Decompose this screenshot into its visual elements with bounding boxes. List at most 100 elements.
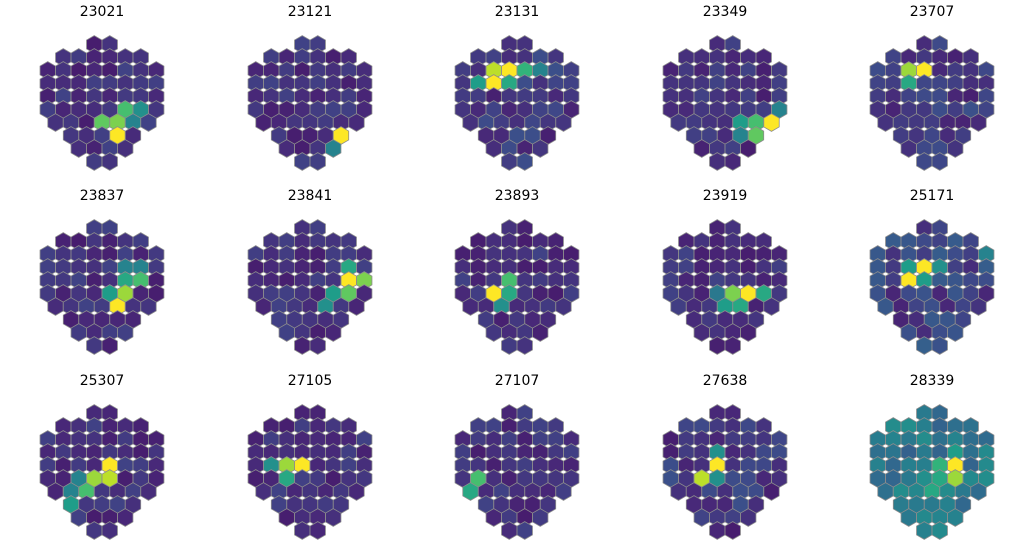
hex-cell: [485, 323, 502, 342]
hex-cell: [325, 323, 342, 342]
hex-heatmap: [454, 35, 580, 171]
hex-heatmap: [662, 219, 788, 355]
hex-cell: [947, 508, 964, 527]
hex-cell: [763, 297, 780, 316]
hex-heatmap: [869, 404, 995, 540]
hex-cell: [348, 482, 365, 501]
hex-cell: [294, 336, 311, 355]
hex-heatmap: [247, 219, 373, 355]
hex-map-panel: 25171: [832, 184, 1018, 359]
panel-title: 23349: [702, 4, 748, 20]
panel-title: 23021: [79, 4, 125, 20]
hex-map-panel: 23021: [2, 0, 202, 175]
hex-map-panel: 23837: [2, 184, 202, 359]
hex-cell: [931, 521, 948, 540]
hex-cell: [555, 482, 572, 501]
hex-cell: [947, 139, 964, 158]
hex-cell: [485, 508, 502, 527]
hex-cell: [709, 336, 726, 355]
hex-cell: [325, 139, 342, 158]
hex-cell: [70, 508, 87, 527]
hex-cell: [877, 482, 894, 501]
panel-title: 23121: [287, 4, 333, 20]
hex-cell: [309, 336, 326, 355]
hex-cell: [294, 521, 311, 540]
hex-cell: [740, 508, 757, 527]
hex-heatmap: [39, 219, 165, 355]
hex-cell: [516, 336, 533, 355]
hex-cell: [740, 323, 757, 342]
hex-cell: [693, 508, 710, 527]
hex-cell: [294, 152, 311, 171]
hex-cell: [900, 139, 917, 158]
hex-cell: [724, 336, 741, 355]
hex-cell: [670, 297, 687, 316]
hex-cell: [278, 508, 295, 527]
hex-cell: [278, 139, 295, 158]
panel-title: 25307: [79, 373, 125, 389]
hex-cell: [501, 521, 518, 540]
hex-cell: [255, 297, 272, 316]
panel-title: 23837: [79, 188, 125, 204]
hex-cell: [877, 297, 894, 316]
hex-map-panel: 23841: [210, 184, 410, 359]
hex-cell: [931, 336, 948, 355]
hex-cell: [462, 297, 479, 316]
hex-map-panel: 23131: [417, 0, 617, 175]
hex-cell: [516, 521, 533, 540]
hex-map-panel: 23121: [210, 0, 410, 175]
hex-cell: [501, 336, 518, 355]
hex-cell: [255, 482, 272, 501]
hex-cell: [724, 521, 741, 540]
hex-cell: [900, 323, 917, 342]
hex-cell: [462, 113, 479, 132]
hex-map-panel: 23919: [625, 184, 825, 359]
hex-cell: [140, 113, 157, 132]
hex-cell: [86, 152, 103, 171]
panel-title: 27107: [494, 373, 540, 389]
hex-map-panel: 27105: [210, 369, 410, 544]
panel-title: 23893: [494, 188, 540, 204]
hex-cell: [970, 482, 987, 501]
panel-title: 27638: [702, 373, 748, 389]
hex-cell: [325, 508, 342, 527]
hex-heatmap: [454, 219, 580, 355]
hex-map-panel: 27638: [625, 369, 825, 544]
hex-cell: [740, 139, 757, 158]
panel-title: 27105: [287, 373, 333, 389]
hex-cell: [255, 113, 272, 132]
panel-title: 28339: [909, 373, 955, 389]
hex-map-panel: 23707: [832, 0, 1018, 175]
hex-cell: [117, 139, 134, 158]
hex-cell: [47, 482, 64, 501]
hex-cell: [763, 482, 780, 501]
hex-cell: [70, 323, 87, 342]
panel-title: 23707: [909, 4, 955, 20]
hex-cell: [309, 152, 326, 171]
hex-cell: [101, 152, 118, 171]
hex-map-panel: 28339: [832, 369, 1018, 544]
hex-heatmap: [662, 404, 788, 540]
hex-cell: [348, 297, 365, 316]
hex-heatmap: [869, 35, 995, 171]
hex-cell: [309, 521, 326, 540]
hex-cell: [462, 482, 479, 501]
hex-cell: [86, 521, 103, 540]
hex-cell: [101, 336, 118, 355]
hex-cell: [916, 336, 933, 355]
hex-heatmap: [39, 404, 165, 540]
panel-title: 23131: [494, 4, 540, 20]
hex-cell: [947, 323, 964, 342]
hex-cell: [877, 113, 894, 132]
hex-cell: [970, 297, 987, 316]
hex-cell: [693, 323, 710, 342]
hex-cell: [763, 113, 780, 132]
hex-cell: [516, 152, 533, 171]
hex-cell: [693, 139, 710, 158]
hex-cell: [101, 521, 118, 540]
panel-title: 25171: [909, 188, 955, 204]
hex-heatmap: [454, 404, 580, 540]
hex-cell: [47, 113, 64, 132]
hex-cell: [555, 113, 572, 132]
